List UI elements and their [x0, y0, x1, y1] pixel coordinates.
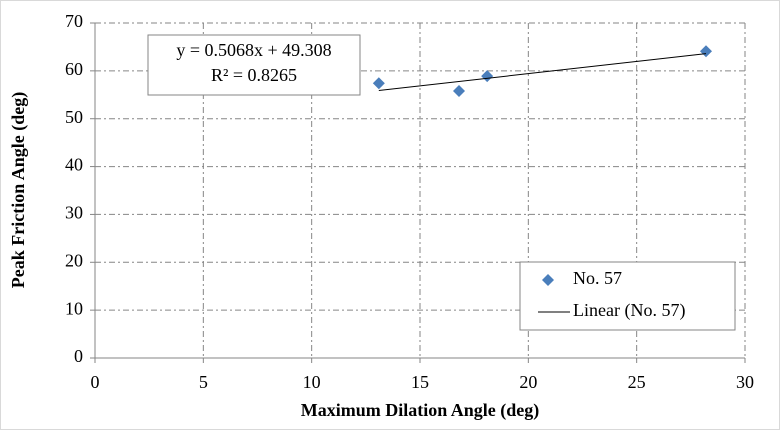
- y-tick-label: 60: [65, 59, 83, 79]
- y-tick-label: 10: [65, 298, 83, 318]
- data-point: [372, 77, 385, 90]
- annotation-box: [147, 34, 361, 96]
- annotation: y = 0.5068x + 49.308: [176, 40, 331, 60]
- y-axis-label: Peak Friction Angle (deg): [8, 92, 29, 288]
- y-tick-label: 50: [65, 107, 83, 127]
- y-tick-label: 0: [74, 346, 83, 366]
- legend-marker: [542, 274, 554, 286]
- legend-label: Linear (No. 57): [573, 300, 685, 321]
- x-tick-label: 30: [736, 372, 754, 392]
- x-tick-label: 5: [199, 372, 208, 392]
- y-tick-label: 40: [65, 155, 83, 175]
- x-tick-label: 20: [519, 372, 537, 392]
- x-tick-label: 15: [411, 372, 429, 392]
- data-point: [481, 70, 494, 83]
- y-tick-label: 30: [65, 203, 83, 223]
- x-tick-label: 0: [91, 372, 100, 392]
- x-tick-label: 25: [628, 372, 646, 392]
- x-tick-label: 10: [303, 372, 321, 392]
- y-tick-label: 20: [65, 250, 83, 270]
- y-tick-label: 70: [65, 11, 83, 31]
- annotation: R² = 0.8265: [211, 65, 297, 85]
- x-axis-label: Maximum Dilation Angle (deg): [301, 400, 540, 421]
- trendline: [378, 53, 707, 91]
- legend-label: No. 57: [573, 268, 622, 288]
- data-point: [453, 84, 465, 97]
- legend-box: [519, 261, 736, 331]
